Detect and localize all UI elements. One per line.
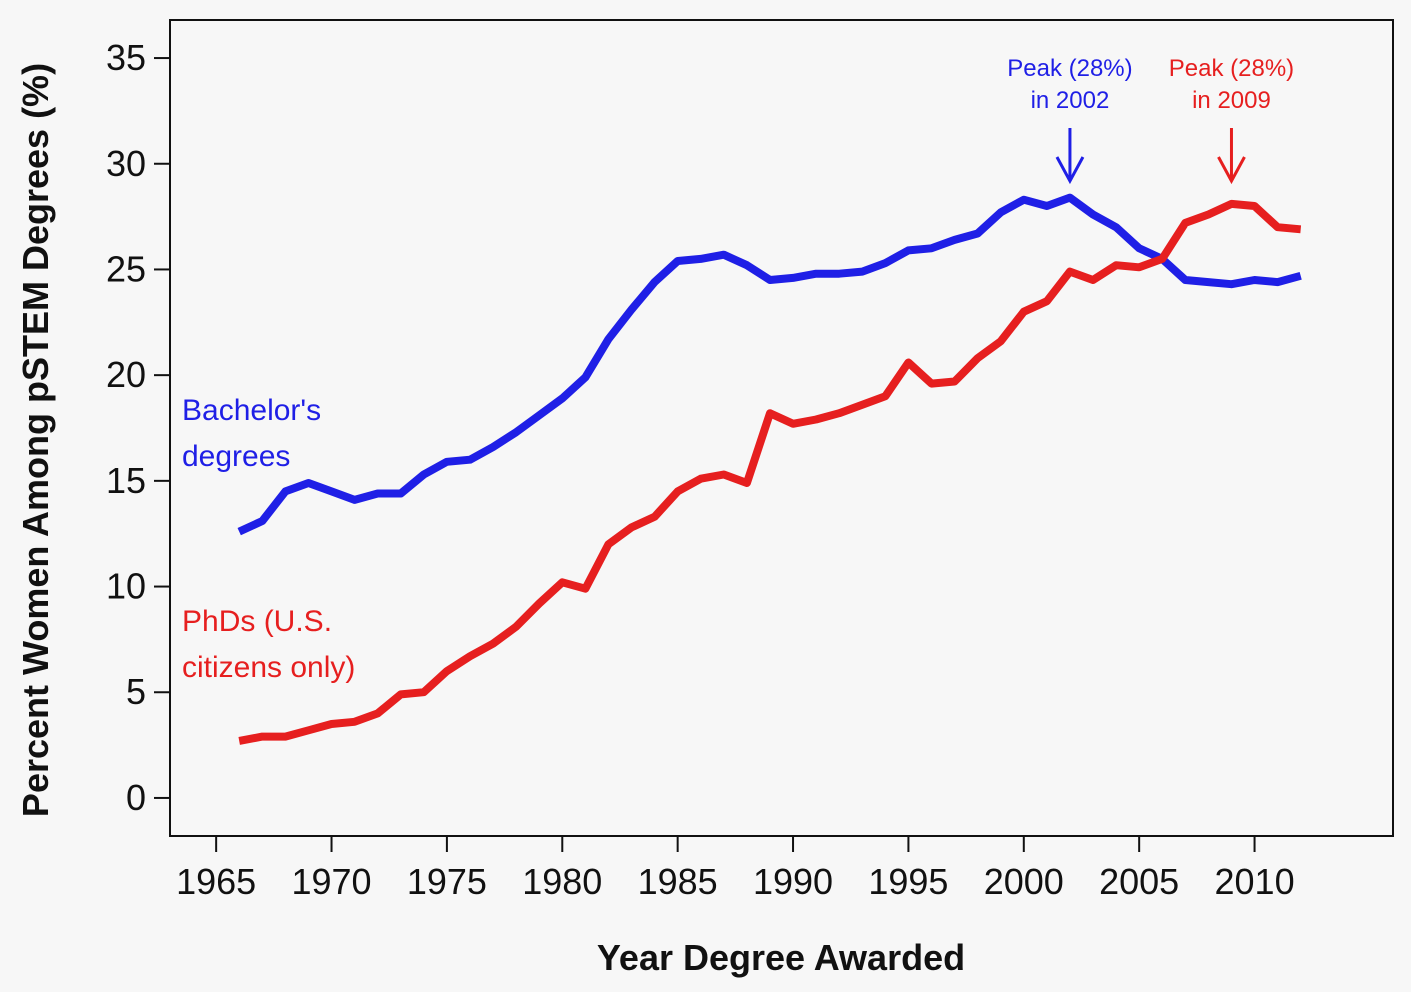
- x-tick-label: 1990: [753, 861, 833, 902]
- x-tick-label: 1985: [638, 861, 718, 902]
- peak-label: Peak (28%): [1007, 55, 1132, 82]
- x-tick-label: 1975: [407, 861, 487, 902]
- y-tick-label: 30: [106, 143, 146, 184]
- y-tick-label: 20: [106, 354, 146, 395]
- peak-label: in 2002: [1031, 87, 1110, 114]
- x-tick-label: 2010: [1215, 861, 1295, 902]
- peak-label: Peak (28%): [1169, 55, 1294, 82]
- x-tick-label: 1970: [291, 861, 371, 902]
- peak-arrow-head: [1217, 156, 1246, 185]
- bachelors-label: degrees: [182, 440, 290, 473]
- peak-arrow-head: [1055, 156, 1085, 185]
- y-tick-label: 35: [106, 37, 146, 78]
- bachelors-line: [237, 193, 1302, 536]
- plot-frame: [169, 19, 1394, 837]
- phds-line: [238, 199, 1302, 745]
- bachelors-label: Bachelor's: [182, 394, 321, 427]
- x-tick-label: 1965: [176, 861, 256, 902]
- x-axis-title: Year Degree Awarded: [597, 937, 965, 978]
- phds-label: PhDs (U.S.: [182, 605, 332, 638]
- y-axis-title: Percent Women Among pSTEM Degrees (%): [15, 63, 56, 817]
- y-axis: 0 5 10 15 20 25 30 35: [106, 37, 170, 818]
- peak-annotations: Peak (28%) in 2002 Peak (28%) in 2009: [1007, 55, 1294, 185]
- y-tick-label: 5: [126, 671, 146, 712]
- x-axis: 1965 1970 1975 1980 1985 1990 1995 2000 2005 2010: [176, 836, 1295, 902]
- series-lines: [237, 193, 1302, 745]
- phds-label: citizens only): [182, 651, 355, 684]
- y-tick-label: 15: [106, 460, 146, 501]
- x-tick-label: 2005: [1099, 861, 1179, 902]
- x-tick-label: 1980: [522, 861, 602, 902]
- y-tick-label: 0: [126, 777, 146, 818]
- y-tick-label: 25: [106, 248, 146, 289]
- y-tick-label: 10: [106, 566, 146, 607]
- x-tick-label: 2000: [984, 861, 1064, 902]
- peak-label: in 2009: [1192, 87, 1271, 114]
- x-tick-label: 1995: [868, 861, 948, 902]
- series-labels: Bachelor's degrees PhDs (U.S. citizens only…: [182, 394, 355, 684]
